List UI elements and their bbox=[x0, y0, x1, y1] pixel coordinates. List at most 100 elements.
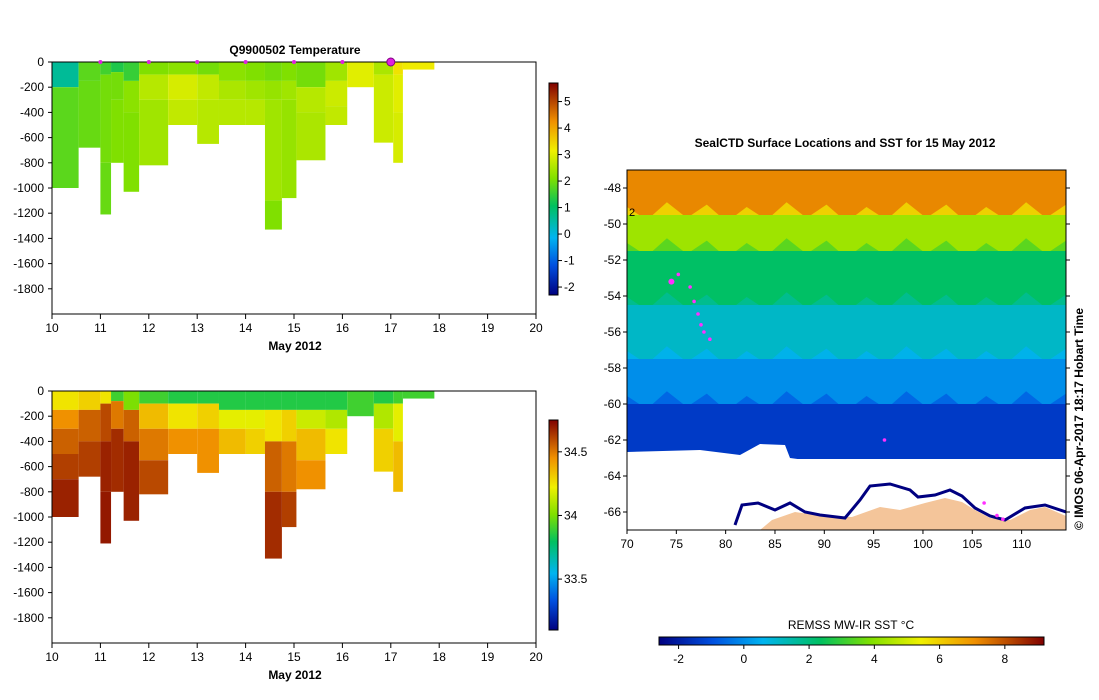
temperature-cell-0-1 bbox=[52, 87, 79, 188]
temperature-cell-8-0 bbox=[218, 62, 246, 81]
salinity-x-axis: 10 11 12 13 14 15 16 17 18 19 20 bbox=[45, 643, 543, 664]
seal-location-point bbox=[692, 299, 696, 304]
salinity-cell-7-1 bbox=[197, 403, 219, 429]
salinity-x-axis-label: May 2012 bbox=[268, 668, 322, 682]
temperature-x-axis: 10 11 12 13 14 15 16 17 18 19 20 bbox=[45, 314, 543, 335]
salinity-cell-1-0 bbox=[78, 391, 101, 410]
salinity-cell-1-2 bbox=[78, 441, 101, 477]
seal-location-point bbox=[699, 323, 703, 327]
temperature-cell-8-1 bbox=[218, 80, 246, 100]
salinity-cell-0-3 bbox=[52, 454, 79, 480]
seal-location-point bbox=[668, 278, 675, 285]
seal-location-point bbox=[1001, 517, 1005, 521]
seal-location-point bbox=[982, 501, 986, 505]
salinity-cell-3-2 bbox=[111, 428, 124, 492]
salinity-cell-0-2 bbox=[52, 428, 79, 454]
map-y-tick-label: -50 bbox=[604, 217, 622, 231]
temperature-cell-13-0 bbox=[325, 62, 348, 81]
salinity-y-tick-label: -1200 bbox=[13, 535, 44, 549]
salinity-cell-0-1 bbox=[52, 409, 79, 429]
temperature-cell-2-1 bbox=[100, 74, 112, 163]
map-x-tick-label: 80 bbox=[719, 537, 733, 551]
temperature-plot-title: Q9900502 Temperature bbox=[229, 43, 361, 57]
temperature-cell-2-2 bbox=[100, 162, 112, 215]
salinity-cell-16-2 bbox=[393, 441, 403, 492]
sst-colorbar-label: REMSS MW-IR SST °C bbox=[788, 618, 915, 632]
sst-colorbar-tick-label: -2 bbox=[673, 652, 684, 666]
temperature-cell-12-1 bbox=[296, 87, 326, 113]
temperature-y-tick-label: -1800 bbox=[13, 282, 44, 296]
salinity-cell-11-2 bbox=[281, 441, 297, 492]
temperature-cell-6-1 bbox=[168, 74, 198, 100]
temperature-cell-0-0 bbox=[52, 62, 79, 88]
profile-marker bbox=[98, 60, 103, 64]
sst-band-3 bbox=[627, 305, 1066, 360]
map-y-tick-label: -60 bbox=[604, 397, 622, 411]
profile-markers bbox=[98, 57, 396, 67]
temperature-colorbar-tick-label: 0 bbox=[564, 227, 571, 241]
temperature-y-tick-label: -400 bbox=[20, 105, 44, 119]
temperature-colorbar bbox=[548, 82, 559, 296]
map-y-tick-label: -52 bbox=[604, 253, 622, 267]
temperature-x-tick-label: 10 bbox=[45, 321, 59, 335]
map-y-tick-label: -58 bbox=[604, 361, 622, 375]
sst-colorbar bbox=[658, 636, 1045, 646]
salinity-cell-12-1 bbox=[296, 409, 326, 429]
salinity-cell-8-2 bbox=[218, 428, 246, 454]
temperature-x-tick-label: 12 bbox=[142, 321, 156, 335]
salinity-colorbar-tick-label: 33.5 bbox=[564, 572, 588, 586]
salinity-x-tick-label: 14 bbox=[239, 650, 253, 664]
temperature-cell-6-0 bbox=[168, 62, 198, 75]
salinity-x-tick-label: 19 bbox=[481, 650, 495, 664]
map-title: SealCTD Surface Locations and SST for 15… bbox=[695, 136, 996, 150]
antarctic-coastline bbox=[733, 482, 1066, 526]
profile-marker bbox=[146, 60, 151, 64]
seal-location-point bbox=[708, 337, 712, 342]
salinity-y-tick-label: -1400 bbox=[13, 560, 44, 574]
temperature-cell-9-1 bbox=[245, 80, 265, 100]
temperature-x-tick-label: 14 bbox=[239, 321, 253, 335]
salinity-cell-13-1 bbox=[325, 409, 348, 429]
salinity-x-tick-label: 10 bbox=[45, 650, 59, 664]
temperature-y-tick-label: -1600 bbox=[13, 257, 44, 271]
sst-band-1 bbox=[627, 215, 1066, 252]
salinity-cell-9-1 bbox=[245, 409, 265, 429]
salinity-cell-0-0 bbox=[52, 391, 79, 410]
sst-band-0 bbox=[627, 170, 1066, 216]
temperature-x-tick-label: 17 bbox=[384, 321, 398, 335]
temperature-x-tick-label: 18 bbox=[433, 321, 447, 335]
temperature-cell-3-2 bbox=[111, 99, 124, 163]
salinity-cell-11-0 bbox=[281, 391, 297, 410]
salinity-x-tick-label: 12 bbox=[142, 650, 156, 664]
salinity-cell-1-1 bbox=[78, 409, 101, 442]
sst-colorbar-tick-label: 2 bbox=[806, 652, 813, 666]
salinity-colorbar-tick-label: 34 bbox=[564, 508, 578, 522]
salinity-cell-17-0 bbox=[402, 391, 435, 399]
temperature-x-tick-label: 20 bbox=[529, 321, 543, 335]
seal-location-point bbox=[696, 312, 700, 316]
salinity-cell-2-1 bbox=[100, 403, 112, 442]
salinity-cell-4-1 bbox=[123, 409, 140, 442]
salinity-y-tick-label: -1000 bbox=[13, 510, 44, 524]
salinity-y-tick-label: 0 bbox=[37, 384, 44, 398]
salinity-cell-12-3 bbox=[296, 460, 326, 490]
salinity-cell-2-0 bbox=[100, 391, 112, 404]
salinity-cell-7-0 bbox=[197, 391, 219, 404]
salinity-cell-11-3 bbox=[281, 491, 297, 528]
temperature-y-tick-label: -1200 bbox=[13, 206, 44, 220]
temperature-cell-10-1 bbox=[264, 80, 282, 100]
temperature-x-tick-label: 19 bbox=[481, 321, 495, 335]
temperature-cell-5-2 bbox=[139, 99, 169, 166]
salinity-cell-13-2 bbox=[325, 428, 348, 454]
salinity-x-tick-label: 18 bbox=[433, 650, 447, 664]
antarctica-land bbox=[760, 498, 1066, 530]
salinity-cell-11-1 bbox=[281, 409, 297, 442]
temperature-cell-11-1 bbox=[281, 80, 297, 100]
temperature-section-plot: Q9900502 Temperature 10 11 12 13 14 15 16 17 18 1… bbox=[13, 43, 575, 353]
map-x-tick-label: 95 bbox=[867, 537, 881, 551]
salinity-x-tick-label: 15 bbox=[287, 650, 301, 664]
temperature-colorbar-tick-label: -2 bbox=[564, 280, 575, 294]
temperature-cell-10-2 bbox=[264, 99, 282, 201]
salinity-cell-8-0 bbox=[218, 391, 246, 410]
temperature-colorbar-tick-label: 3 bbox=[564, 148, 571, 162]
